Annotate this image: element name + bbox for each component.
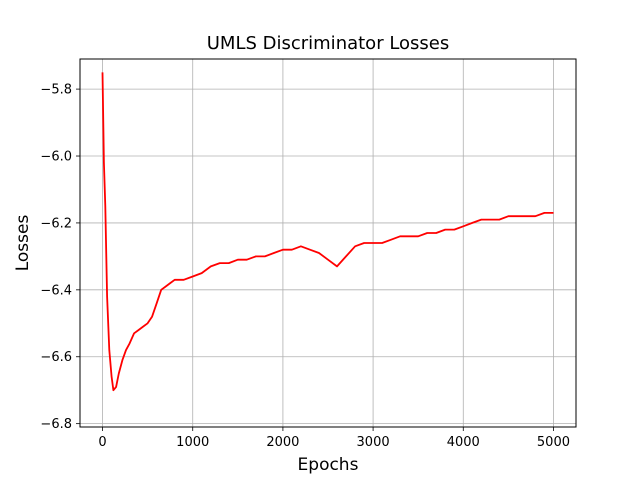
plot-frame — [79, 58, 577, 428]
y-axis-title: Losses — [13, 215, 33, 272]
y-tick-label: −6.6 — [40, 350, 72, 365]
x-axis-title: Epochs — [298, 455, 359, 475]
x-tick-label: 2000 — [266, 435, 299, 450]
series-line — [101, 72, 554, 392]
x-tick-label: 3000 — [357, 435, 390, 450]
y-tick-label: −6.4 — [40, 283, 72, 298]
y-tick-label: −6.2 — [40, 216, 72, 231]
series-layer — [101, 72, 554, 392]
chart-title: UMLS Discriminator Losses — [207, 33, 450, 54]
x-tick-label: 1000 — [176, 435, 209, 450]
y-tick-label: −6.8 — [40, 417, 72, 432]
x-tick-label: 5000 — [537, 435, 570, 450]
x-tick-label: 4000 — [447, 435, 480, 450]
y-tick-label: −6.0 — [40, 150, 72, 165]
y-tick-label: −5.8 — [40, 83, 72, 98]
grid — [80, 59, 576, 427]
ticks: 0 1000 2000 3000 4000 5000 −5.8 −6.0 −6.2 −6.4 −6.… — [40, 83, 570, 450]
x-tick-label: 0 — [98, 435, 106, 450]
